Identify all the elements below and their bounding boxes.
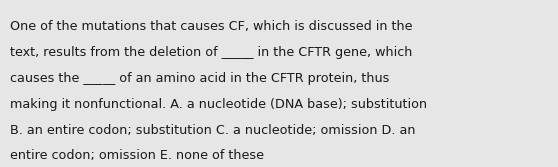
- Text: making it nonfunctional. A. a nucleotide (DNA base); substitution: making it nonfunctional. A. a nucleotide…: [10, 98, 427, 111]
- Text: B. an entire codon; substitution C. a nucleotide; omission D. an: B. an entire codon; substitution C. a nu…: [10, 124, 416, 137]
- Text: text, results from the deletion of _____ in the CFTR gene, which: text, results from the deletion of _____…: [10, 46, 412, 59]
- Text: One of the mutations that causes CF, which is discussed in the: One of the mutations that causes CF, whi…: [10, 20, 412, 33]
- Text: causes the _____ of an amino acid in the CFTR protein, thus: causes the _____ of an amino acid in the…: [10, 72, 389, 85]
- Text: entire codon; omission E. none of these: entire codon; omission E. none of these: [10, 149, 264, 162]
